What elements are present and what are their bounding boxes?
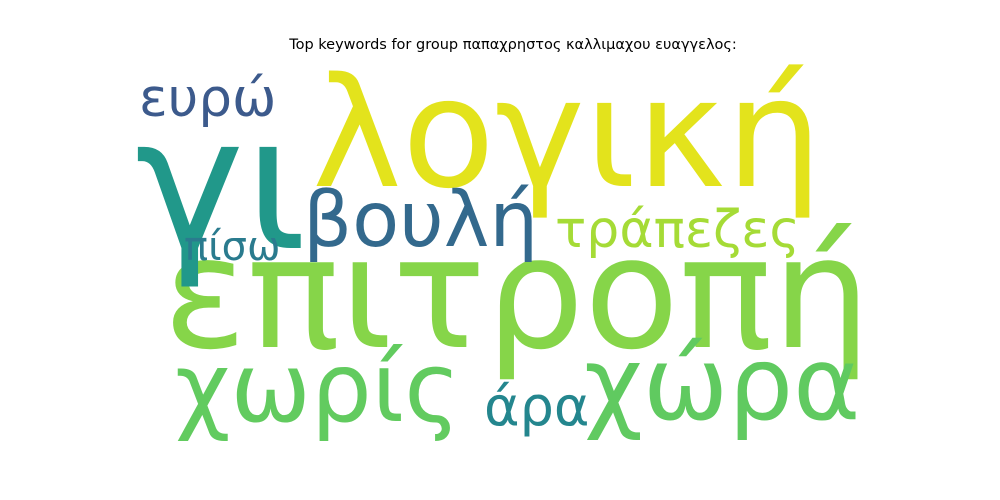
word-gi: γι [135, 76, 307, 292]
word-evro: ευρώ [139, 68, 276, 129]
word-vouli: βουλή [303, 176, 538, 265]
word-trapezes: τράπεζες [555, 200, 800, 260]
word-ara: άρα [484, 375, 589, 438]
word-epitropi: επιτροπή [163, 203, 871, 384]
word-piso: πίσω [184, 224, 280, 270]
word-logiki: λογική [312, 45, 822, 222]
word-chora: χώρα [584, 325, 860, 444]
chart-title: Top keywords for group παπαχρηστος καλλι… [289, 37, 737, 53]
word-choris: χωρίς [175, 332, 461, 444]
